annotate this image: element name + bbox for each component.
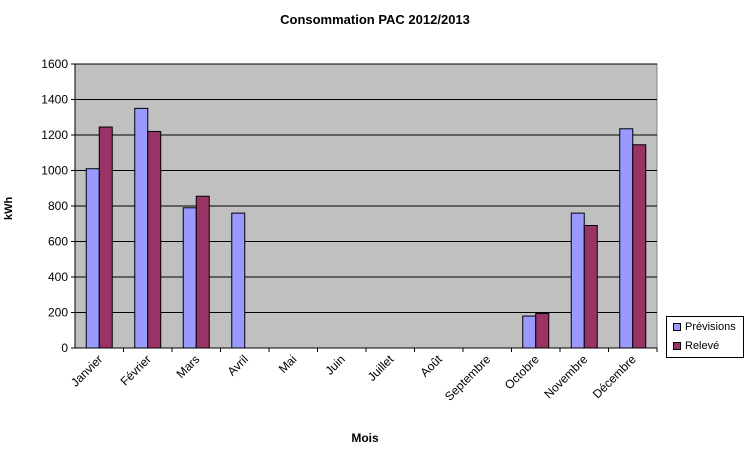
bar-releve [147, 130, 162, 349]
bar-releve [98, 126, 113, 349]
bar-previsions [134, 107, 149, 349]
legend-swatch-previsions [673, 322, 681, 331]
x-tick-label: Avril [225, 352, 251, 378]
y-tick-label: 1000 [41, 164, 68, 178]
bar-releve [195, 195, 210, 349]
y-tick-label: 1400 [41, 93, 68, 107]
x-tick-label: Août [418, 352, 446, 380]
y-tick-label: 800 [48, 199, 68, 213]
x-tick-label: Octobre [502, 352, 542, 392]
x-tick-label: Mai [276, 352, 300, 376]
bar-previsions [231, 212, 246, 349]
legend-label-previsions: Prévisions [685, 320, 736, 333]
chart-title: Consommation PAC 2012/2013 [280, 12, 470, 27]
legend-label-releve: Relevé [685, 339, 720, 352]
x-tick-label: Novembre [541, 352, 590, 401]
bar-previsions [85, 168, 100, 349]
bar-previsions [522, 315, 537, 349]
x-tick-label: Mars [174, 352, 203, 381]
x-tick-label: Janvier [68, 352, 105, 389]
y-tick-label: 600 [48, 235, 68, 249]
bar-previsions [570, 212, 585, 349]
y-tick-label: 200 [48, 306, 68, 320]
legend: Prévisions Relevé [666, 316, 744, 358]
bar-previsions [619, 128, 634, 349]
x-tick-label: Juin [322, 352, 347, 377]
bar-previsions [182, 207, 197, 349]
bar-releve [632, 144, 647, 349]
legend-item-releve: Relevé [667, 336, 743, 355]
x-tick-label: Décembre [590, 352, 639, 401]
y-tick-label: 400 [48, 270, 68, 284]
bar-releve [583, 225, 598, 349]
legend-swatch-releve [673, 341, 681, 350]
x-tick-label: Juillet [365, 352, 397, 384]
y-tick-label: 1200 [41, 128, 68, 142]
bar-releve [535, 312, 550, 349]
x-tick-label: Septembre [442, 352, 494, 404]
y-tick-label: 0 [61, 341, 68, 355]
legend-item-previsions: Prévisions [667, 317, 743, 336]
x-axis-label: Mois [351, 431, 379, 445]
x-tick-label: Février [118, 352, 154, 388]
y-tick-label: 1600 [41, 57, 68, 71]
